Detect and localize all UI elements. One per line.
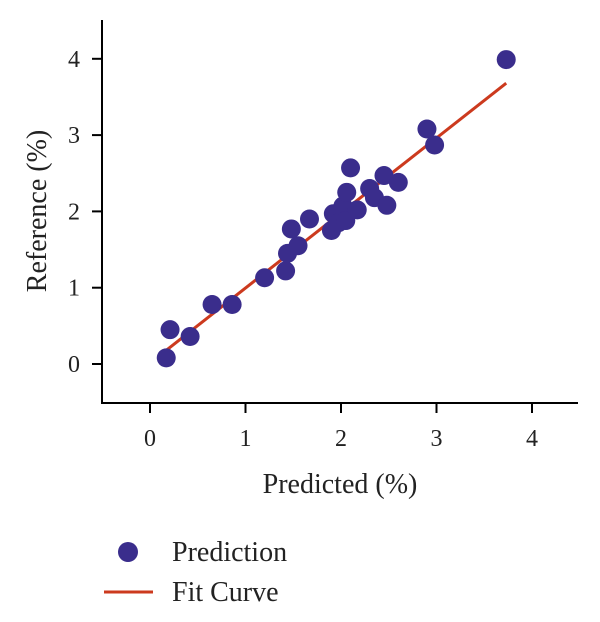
- prediction-point-6: [255, 268, 275, 288]
- prediction-point-17: [337, 182, 357, 202]
- prediction-point-4: [202, 294, 222, 314]
- prediction-points-layer: [156, 50, 516, 368]
- prediction-point-5: [222, 294, 242, 314]
- prediction-point-11: [299, 209, 319, 229]
- x-ticks: 0 1 2 3 4: [144, 403, 538, 452]
- prediction-point-9: [281, 219, 301, 239]
- y-ticks: 0 1 2 3 4: [68, 47, 102, 378]
- prediction-point-18: [341, 158, 361, 178]
- prediction-point-23: [377, 195, 397, 215]
- legend: Prediction Fit Curve: [104, 537, 287, 608]
- y-tick-label-0: 0: [68, 352, 80, 378]
- x-tick-label-0: 0: [144, 426, 156, 452]
- legend-prediction-label: Prediction: [172, 537, 287, 568]
- prediction-point-24: [388, 172, 408, 192]
- prediction-point-3: [180, 327, 200, 347]
- y-tick-label-2: 2: [68, 199, 80, 225]
- prediction-point-19: [347, 200, 367, 220]
- prediction-point-25: [417, 119, 437, 139]
- y-axis-title: Reference (%): [22, 130, 53, 292]
- y-tick-label-4: 4: [68, 47, 80, 73]
- prediction-point-26: [425, 135, 445, 155]
- prediction-point-2: [160, 320, 180, 340]
- x-tick-label-4: 4: [526, 426, 538, 452]
- prediction-point-1: [156, 348, 176, 368]
- prediction-point-7: [276, 261, 296, 281]
- y-tick-label-3: 3: [68, 123, 80, 149]
- prediction-point-10: [288, 236, 308, 256]
- legend-fit-curve-label: Fit Curve: [172, 577, 279, 608]
- legend-prediction-marker: [118, 542, 138, 562]
- x-axis-title: Predicted (%): [263, 469, 418, 500]
- prediction-point-22: [374, 166, 394, 186]
- y-tick-label-1: 1: [68, 276, 80, 302]
- x-tick-label-3: 3: [431, 426, 443, 452]
- x-tick-label-2: 2: [335, 426, 347, 452]
- x-tick-label-1: 1: [240, 426, 252, 452]
- prediction-point-27: [496, 50, 516, 70]
